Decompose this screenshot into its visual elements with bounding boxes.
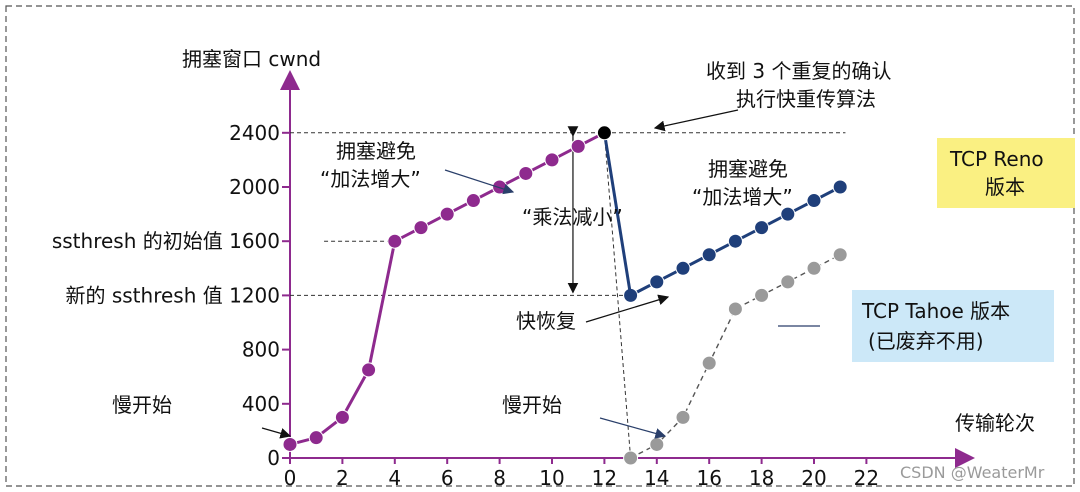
legend-tahoe-line2: (已废弃不用)	[868, 329, 984, 353]
x-tick-label: 14	[644, 466, 669, 490]
data-point	[780, 274, 796, 290]
data-point	[832, 247, 848, 263]
ca-label-1-line1: 拥塞避免	[336, 139, 416, 163]
legend-reno-line2: 版本	[985, 175, 1025, 199]
y-tick-label: 400	[242, 392, 280, 416]
data-point	[623, 450, 639, 466]
series-layer	[282, 125, 848, 466]
y-tick-label: 800	[242, 338, 280, 362]
data-point	[361, 362, 377, 378]
ca-label-1-line2: “加法增大”	[320, 167, 421, 191]
x-tick-label: 2	[336, 466, 349, 490]
y-tick-label: 2400	[229, 121, 280, 145]
slow-start-label-1: 慢开始	[112, 393, 172, 417]
fast-recovery-label: 快恢复	[516, 309, 576, 333]
data-point	[727, 301, 743, 317]
y-axis-title: 拥塞窗口 cwnd	[182, 47, 321, 71]
slow-start-label-2: 慢开始	[502, 393, 562, 417]
x-tick-label: 12	[592, 466, 617, 490]
legend-reno: TCP Reno 版本	[937, 138, 1075, 208]
data-point	[727, 233, 743, 249]
data-point	[649, 436, 665, 452]
data-point	[832, 179, 848, 195]
tahoe-drop-line	[603, 132, 632, 459]
ca-label-2-line2: “加法增大”	[692, 185, 793, 209]
x-tick-label: 4	[388, 466, 401, 490]
data-point	[387, 233, 403, 249]
dup-ack-line2: 执行快重传算法	[736, 87, 876, 111]
data-point	[754, 287, 770, 303]
legend-tahoe-line1: TCP Tahoe 版本	[861, 299, 1010, 323]
data-point	[701, 247, 717, 263]
data-point	[675, 409, 691, 425]
axis-ticks: 0 2 4 6 8 10 12 14 16 18 20 22 0 400 800 新的 ssthresh 值 …	[52, 121, 879, 490]
dup-ack-arrow	[653, 109, 739, 132]
y-tick-label: 新的 ssthresh 值 1200	[65, 283, 280, 307]
reno-drop-line	[602, 132, 633, 296]
slow-start-arrow-1	[261, 427, 292, 439]
data-point	[806, 193, 822, 209]
data-point	[806, 260, 822, 276]
legend-reno-box	[937, 138, 1075, 208]
data-point	[701, 355, 717, 371]
x-tick-label: 6	[441, 466, 454, 490]
x-axis-title: 传输轮次	[955, 411, 1035, 435]
watermark: CSDN @WeaterMr	[900, 463, 1045, 482]
fast-recovery-arrow	[585, 294, 670, 323]
data-point	[465, 193, 481, 209]
legend-tahoe-box	[852, 290, 1054, 362]
data-point	[780, 206, 796, 222]
data-point	[413, 220, 429, 236]
legend-reno-line1: TCP Reno	[949, 147, 1044, 171]
data-point	[334, 409, 350, 425]
data-point	[282, 436, 298, 452]
data-point	[649, 274, 665, 290]
data-point	[492, 179, 508, 195]
ca-label-2-line1: 拥塞避免	[708, 157, 788, 181]
data-point	[308, 430, 324, 446]
mult-decrease-label: “乘法减小”	[522, 205, 623, 229]
data-point	[754, 220, 770, 236]
guide-lines	[290, 126, 846, 459]
data-point	[675, 260, 691, 276]
data-point	[544, 152, 560, 168]
outer-border	[5, 5, 1075, 487]
ca-arrow-1	[444, 169, 515, 195]
data-point	[439, 206, 455, 222]
x-tick-label: 8	[493, 466, 506, 490]
y-tick-label: ssthresh 的初始值 1600	[52, 229, 280, 253]
data-point	[570, 138, 586, 154]
legend-tahoe: TCP Tahoe 版本 (已废弃不用)	[852, 290, 1054, 362]
x-tick-label: 18	[749, 466, 774, 490]
y-tick-label: 0	[267, 446, 280, 470]
data-point	[518, 165, 534, 181]
y-tick-label: 2000	[229, 175, 280, 199]
peak-point-top	[596, 125, 612, 141]
x-tick-label: 0	[284, 466, 297, 490]
slow-start-arrow-2	[599, 417, 667, 439]
x-tick-label: 16	[696, 466, 721, 490]
x-tick-label: 20	[801, 466, 826, 490]
dup-ack-line1: 收到 3 个重复的确认	[706, 59, 891, 83]
x-tick-label: 22	[854, 466, 879, 490]
x-tick-label: 10	[539, 466, 564, 490]
